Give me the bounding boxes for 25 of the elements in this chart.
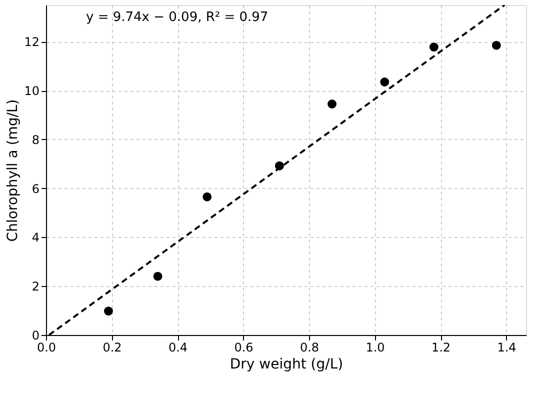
- x-tick-label: 1.4: [497, 340, 516, 354]
- y-tick-label: 2: [32, 280, 40, 294]
- x-axis-title: Dry weight (g/L): [230, 356, 344, 372]
- point: [153, 272, 162, 281]
- y-tick-label: 0: [32, 328, 40, 342]
- x-tick-label: 0.8: [300, 340, 320, 354]
- x-tick-label: 0.4: [168, 340, 188, 354]
- y-tick-label: 4: [32, 230, 40, 245]
- point: [328, 100, 336, 108]
- point: [429, 42, 438, 52]
- y-tick-label: 12: [24, 35, 40, 50]
- y-axis-title: Chlorophyll a (mg/L): [5, 99, 22, 242]
- x-tick-label: 1.2: [431, 340, 451, 354]
- y-tick-label: 8: [32, 132, 40, 147]
- x-tick-label: 0.2: [102, 340, 122, 354]
- x-tick-label: 0.0: [36, 340, 56, 354]
- y-tick-label: 10: [24, 84, 40, 98]
- x-tick-label: 0.6: [234, 340, 254, 354]
- y-tick-label: 6: [32, 182, 40, 196]
- point: [492, 40, 501, 50]
- annotation: y = 9.74x − 0.09, R² = 0.97: [86, 10, 268, 25]
- x-tick-label: 1.0: [366, 340, 385, 354]
- point: [202, 192, 212, 202]
- point: [380, 78, 390, 86]
- point: [104, 306, 113, 316]
